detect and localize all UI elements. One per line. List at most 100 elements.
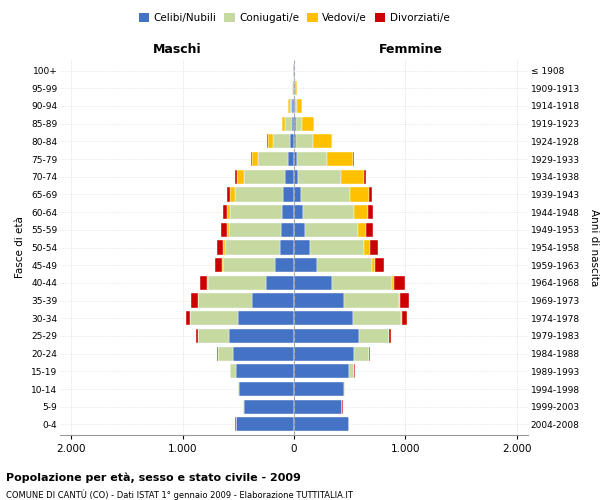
Bar (294, 311, 353, 326)
Bar (364, 170, 367, 184)
Bar (223, 258, 275, 272)
Bar (350, 188, 368, 202)
Bar (369, 346, 370, 360)
Bar (294, 418, 349, 432)
Bar (285, 116, 292, 131)
Bar (227, 188, 230, 202)
Bar (268, 134, 274, 148)
Bar (280, 240, 294, 254)
Bar (399, 294, 400, 308)
Bar (392, 276, 394, 290)
Bar (353, 152, 354, 166)
Bar (372, 258, 376, 272)
Bar (190, 311, 238, 326)
Bar (251, 294, 294, 308)
Bar (294, 382, 344, 396)
Bar (238, 382, 239, 396)
Bar (294, 99, 295, 113)
Bar (401, 311, 407, 326)
Bar (230, 205, 282, 219)
Bar (218, 346, 233, 360)
Bar (237, 170, 244, 184)
Bar (215, 258, 221, 272)
Bar (233, 346, 294, 360)
Bar (229, 329, 294, 343)
Bar (294, 205, 303, 219)
Bar (196, 329, 198, 343)
Bar (344, 382, 345, 396)
Bar (294, 152, 298, 166)
Bar (294, 400, 342, 414)
Bar (244, 170, 285, 184)
Bar (227, 222, 229, 237)
Bar (290, 134, 294, 148)
Bar (294, 116, 296, 131)
Bar (368, 188, 372, 202)
Bar (298, 170, 341, 184)
Bar (298, 99, 302, 113)
Bar (389, 329, 391, 343)
Bar (364, 240, 370, 254)
Bar (221, 222, 227, 237)
Bar (223, 205, 227, 219)
Bar (227, 205, 230, 219)
Bar (341, 170, 364, 184)
Bar (274, 134, 290, 148)
Bar (294, 364, 349, 378)
Bar (282, 205, 294, 219)
Bar (282, 116, 285, 131)
Bar (290, 99, 292, 113)
Text: Femmine: Femmine (379, 44, 443, 57)
Bar (238, 311, 294, 326)
Bar (294, 294, 344, 308)
Bar (288, 152, 294, 166)
Bar (294, 188, 301, 202)
Bar (354, 205, 368, 219)
Bar (198, 329, 229, 343)
Bar (283, 188, 294, 202)
Bar (295, 99, 298, 113)
Bar (225, 240, 280, 254)
Bar (230, 188, 235, 202)
Bar (235, 170, 237, 184)
Bar (298, 152, 328, 166)
Bar (296, 116, 302, 131)
Bar (294, 258, 317, 272)
Bar (313, 134, 332, 148)
Bar (221, 258, 223, 272)
Y-axis label: Anni di nascita: Anni di nascita (589, 209, 599, 286)
Bar (295, 81, 296, 96)
Text: Popolazione per età, sesso e stato civile - 2009: Popolazione per età, sesso e stato civil… (6, 472, 301, 483)
Bar (349, 364, 354, 378)
Bar (266, 276, 294, 290)
Bar (294, 81, 295, 96)
Bar (230, 364, 236, 378)
Bar (302, 116, 314, 131)
Y-axis label: Fasce di età: Fasce di età (16, 216, 25, 278)
Bar (244, 400, 294, 414)
Bar (235, 188, 283, 202)
Bar (185, 311, 190, 326)
Bar (229, 222, 281, 237)
Bar (310, 240, 364, 254)
Bar (294, 329, 359, 343)
Legend: Celibi/Nubili, Coniugati/e, Vedovi/e, Divorziati/e: Celibi/Nubili, Coniugati/e, Vedovi/e, Di… (134, 9, 454, 28)
Bar (344, 294, 399, 308)
Bar (358, 222, 367, 237)
Bar (303, 205, 354, 219)
Bar (354, 346, 368, 360)
Bar (239, 382, 294, 396)
Bar (294, 240, 310, 254)
Bar (285, 170, 294, 184)
Text: Maschi: Maschi (152, 44, 202, 57)
Bar (301, 188, 350, 202)
Bar (376, 258, 384, 272)
Bar (289, 99, 290, 113)
Bar (294, 134, 296, 148)
Bar (217, 240, 223, 254)
Bar (328, 152, 353, 166)
Bar (370, 240, 377, 254)
Bar (292, 81, 293, 96)
Bar (317, 258, 372, 272)
Bar (296, 134, 313, 148)
